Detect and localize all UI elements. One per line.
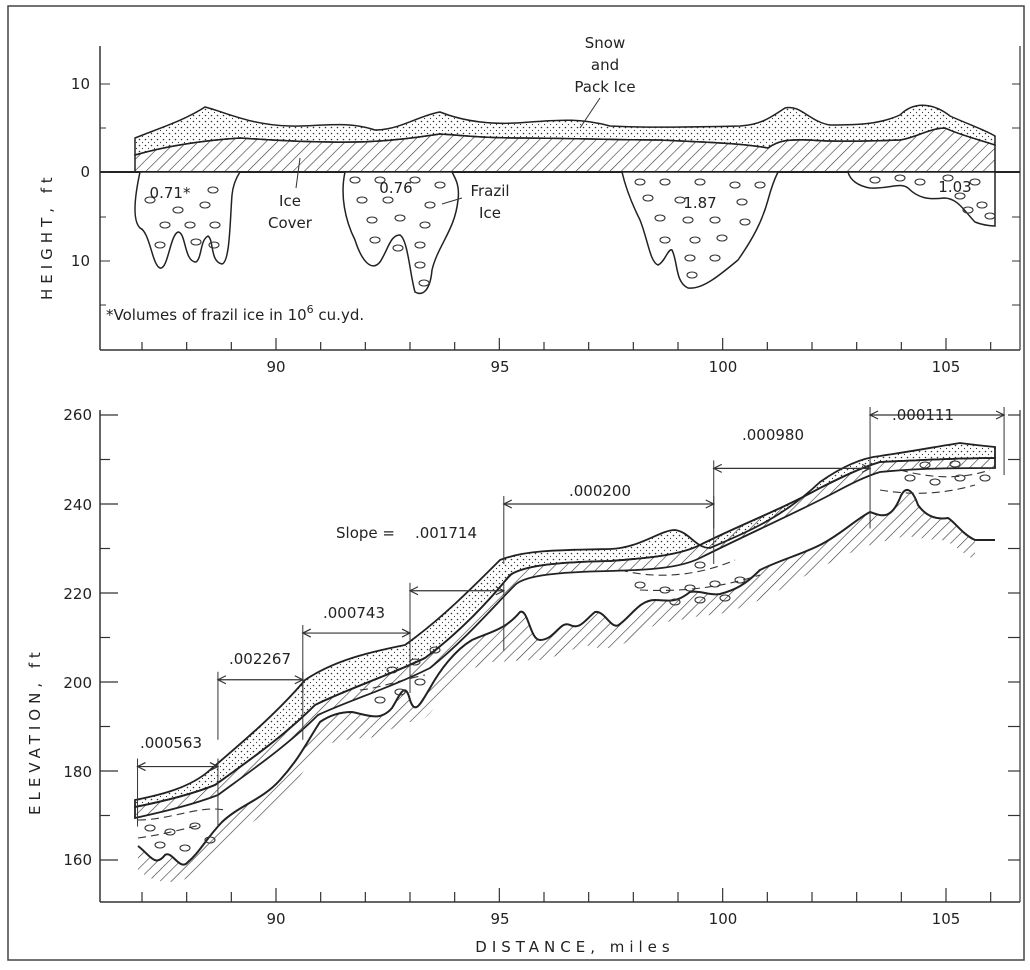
slope-label-6: .000980 bbox=[742, 426, 804, 444]
top-x-tick-label: 100 bbox=[709, 358, 738, 376]
top-y-axis-title: HEIGHT, ft bbox=[38, 172, 56, 300]
snow-label-line2: and bbox=[591, 56, 619, 74]
slope-label-2: .002267 bbox=[229, 650, 291, 668]
top-y-ticks bbox=[100, 83, 1020, 306]
page-border bbox=[7, 5, 1025, 961]
ice-cover-label-line1: Ice bbox=[279, 192, 301, 210]
frazil-volume-2: 0.76 bbox=[379, 179, 412, 197]
top-y-tick-label: 10 bbox=[71, 252, 90, 270]
footnote-suffix: cu.yd. bbox=[314, 306, 364, 324]
bottom-x-ticks bbox=[141, 888, 992, 902]
bottom-x-tick-label: 95 bbox=[490, 910, 509, 928]
slope-label-7: .000111 bbox=[892, 406, 954, 424]
frazil-volume-4: 1.03 bbox=[938, 178, 971, 196]
top-x-tick-label: 90 bbox=[266, 358, 285, 376]
slope-label-1: .000563 bbox=[140, 734, 202, 752]
frazil-pocket-1 bbox=[134, 171, 242, 269]
bottom-y-ticks bbox=[100, 414, 1020, 861]
bottom-frazil-zones bbox=[137, 460, 991, 852]
bottom-x-axis-title: DISTANCE, miles bbox=[475, 938, 674, 956]
frazil-label-line1: Frazil bbox=[470, 182, 509, 200]
bottom-x-tick-label: 105 bbox=[932, 910, 961, 928]
slope-label-4: .001714 bbox=[415, 524, 477, 542]
frazil-pocket-3 bbox=[621, 171, 780, 289]
bottom-y-axis-title: ELEVATION, ft bbox=[26, 647, 44, 815]
riverbed-line bbox=[137, 489, 995, 866]
ice-cover-layer bbox=[134, 127, 996, 173]
slope-label-3: .000743 bbox=[323, 604, 385, 622]
frazil-pockets bbox=[134, 171, 996, 295]
snow-leader-line bbox=[579, 97, 601, 129]
bottom-snow-band bbox=[134, 442, 996, 809]
footnote: *Volumes of frazil ice in 106 cu.yd. bbox=[106, 303, 364, 324]
bottom-x-tick-label: 90 bbox=[266, 910, 285, 928]
frazil-volume-1: 0.71* bbox=[150, 184, 191, 202]
top-x-tick-label: 105 bbox=[932, 358, 961, 376]
bottom-x-tick-label: 100 bbox=[709, 910, 738, 928]
top-y-tick-label: 0 bbox=[80, 163, 90, 181]
slope-label-5: .000200 bbox=[569, 482, 631, 500]
ice-cover-label-line2: Cover bbox=[268, 214, 313, 232]
frazil-volume-3: 1.87 bbox=[683, 194, 716, 212]
footnote-prefix: *Volumes of frazil ice in 10 bbox=[106, 306, 307, 324]
ice-cover-leader-line bbox=[295, 157, 301, 189]
footnote-exponent: 6 bbox=[307, 303, 314, 316]
frazil-pocket-4 bbox=[847, 171, 996, 227]
bottom-y-tick-label: 200 bbox=[63, 674, 92, 692]
bottom-panel: 260 240 220 200 180 160 90 95 100 105 EL… bbox=[26, 406, 1021, 956]
snow-label-line3: Pack Ice bbox=[574, 78, 635, 96]
top-annotations: Snow and Pack Ice Ice Cover Frazil Ice 0… bbox=[106, 34, 972, 324]
bottom-y-tick-label: 180 bbox=[63, 763, 92, 781]
slope-brackets bbox=[136, 407, 1006, 827]
bottom-y-tick-label: 160 bbox=[63, 851, 92, 869]
bottom-y-tick-label: 260 bbox=[63, 406, 92, 424]
top-x-tick-label: 95 bbox=[490, 358, 509, 376]
slope-prefix: Slope = bbox=[336, 524, 395, 542]
riverbed-hatching bbox=[138, 489, 975, 882]
bottom-y-tick-label: 220 bbox=[63, 585, 92, 603]
frazil-label-line2: Ice bbox=[479, 204, 501, 222]
top-panel: 10 0 10 HEIGHT, ft 90 95 100 105 bbox=[38, 34, 1021, 376]
top-x-ticks bbox=[141, 338, 992, 350]
bottom-y-tick-label: 240 bbox=[63, 496, 92, 514]
frazil-leader-line bbox=[441, 197, 463, 205]
snow-label-line1: Snow bbox=[585, 34, 625, 52]
top-y-tick-label: 10 bbox=[71, 75, 90, 93]
